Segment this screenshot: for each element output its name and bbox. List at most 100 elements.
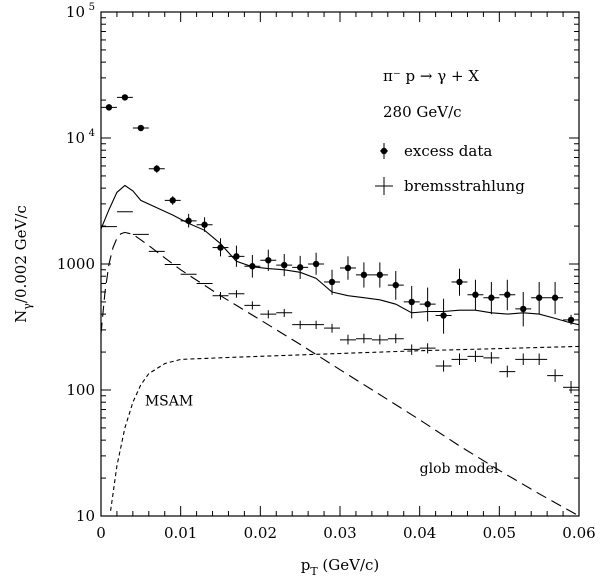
excess-data-point (276, 254, 293, 277)
legend-label: bremsstrahlung (404, 177, 525, 195)
excess-data-point (116, 94, 133, 101)
excess-data-point (531, 281, 548, 315)
x-axis-title: pT (GeV/c) (301, 556, 380, 578)
excess-data-point (292, 255, 309, 280)
excess-data-point (324, 269, 340, 295)
excess-data-point (403, 285, 420, 319)
bremsstrahlung-point (355, 333, 372, 344)
bremsstrahlung-point (324, 323, 340, 333)
bremsstrahlung-point (467, 350, 484, 362)
excess-data-marker (312, 260, 320, 268)
bremsstrahlung-point (276, 308, 293, 317)
bremsstrahlung-point (499, 365, 516, 378)
excess-data-marker (567, 316, 575, 324)
x-tick-label: 0 (96, 524, 106, 542)
excess-data-marker (328, 278, 336, 286)
excess-data-marker (201, 221, 208, 228)
excess-data-marker (185, 217, 192, 225)
excess-data-point (164, 196, 181, 205)
excess-data-marker (408, 298, 415, 306)
bremsstrahlung-point (435, 360, 452, 372)
x-tick-label: 0.04 (403, 524, 436, 542)
bremsstrahlung-point (451, 353, 468, 365)
y-tick-labels: 10 100 1000 10 4 10 5 (57, 2, 95, 525)
y-axis-title: Nγ/0.002 GeV/c (12, 205, 34, 323)
annotation-label: glob model (420, 461, 499, 477)
excess-data-point (435, 298, 452, 334)
excess-data-marker (153, 165, 160, 172)
excess-data-point (212, 238, 229, 257)
bremsstrahlung-point (244, 301, 261, 310)
excess-data-point (467, 279, 484, 311)
bremsstrahlung-point (403, 344, 420, 355)
y-tick-label: 1000 (57, 255, 95, 273)
bremsstrahlung-point (308, 320, 325, 329)
annotations: MSAM glob model (145, 394, 499, 477)
excess-data-marker (472, 291, 479, 298)
bremsstrahlung-series (101, 211, 579, 394)
excess-data-marker (424, 300, 431, 308)
excess-data-marker (296, 264, 304, 271)
legend-reaction: π⁻ p → γ + X (383, 67, 479, 85)
bremsstrahlung-point (515, 353, 532, 365)
excess-data-marker (520, 305, 527, 313)
curve-model-total (100, 184, 580, 326)
excess-data-marker (360, 271, 368, 279)
plot-frame (100, 11, 580, 517)
excess-data-point (196, 217, 213, 232)
bremsstrahlung-point (547, 369, 564, 382)
excess-data-marker (376, 271, 384, 279)
excess-data-marker (249, 263, 256, 270)
bremsstrahlung-point (340, 334, 356, 345)
legend-entry: bremsstrahlung (375, 177, 525, 195)
excess-data-marker (344, 264, 352, 272)
excess-data-point (340, 256, 356, 280)
excess-data-marker (121, 94, 129, 101)
excess-data-point (228, 245, 245, 267)
bremsstrahlung-point (292, 320, 309, 329)
excess-data-point (148, 165, 165, 173)
excess-data-point (355, 262, 372, 288)
x-tick-labels: 0 0.01 0.02 0.03 0.04 0.05 0.06 (96, 524, 595, 542)
excess-data-point (499, 279, 516, 311)
curve-msam (110, 345, 580, 511)
bremsstrahlung-point (387, 333, 404, 344)
x-tick-label: 0.01 (164, 524, 197, 542)
excess-data-point (101, 104, 117, 111)
legend-label: excess data (404, 142, 492, 160)
excess-data-point (180, 213, 197, 228)
excess-data-point (308, 252, 325, 275)
excess-data-marker (233, 253, 240, 260)
excess-data-point (387, 270, 404, 300)
excess-data-point (563, 314, 579, 325)
excess-data-point (451, 268, 468, 296)
excess-data-point (371, 262, 388, 288)
x-tick-label: 0.05 (483, 524, 516, 542)
excess-data-point (244, 254, 261, 278)
excess-data-marker (504, 291, 511, 298)
y-tick-label: 100 (66, 381, 95, 399)
x-tick-label: 0.03 (323, 524, 356, 542)
annotation-label: MSAM (145, 394, 193, 410)
x-tick-label: 0.02 (244, 524, 277, 542)
excess-data-marker (265, 257, 272, 264)
excess-data-marker (488, 294, 495, 301)
bremsstrahlung-point (260, 310, 277, 319)
excess-data-point (419, 287, 436, 322)
bremsstrahlung-point (419, 343, 436, 354)
excess-data-series (101, 94, 579, 334)
bremsstrahlung-point (371, 334, 388, 345)
y-tick-label: 10 (66, 129, 85, 147)
y-tick-label: 10 (76, 507, 95, 525)
bremsstrahlung-point (483, 352, 500, 364)
excess-data-marker (535, 294, 543, 301)
excess-data-marker (137, 124, 145, 132)
bremsstrahlung-point (531, 353, 548, 365)
excess-data-marker (551, 294, 559, 301)
bremsstrahlung-point (212, 291, 229, 300)
bremsstrahlung-point (563, 380, 579, 394)
axis-ticks (100, 11, 580, 517)
model-curves (100, 184, 580, 517)
excess-data-point (260, 249, 277, 271)
